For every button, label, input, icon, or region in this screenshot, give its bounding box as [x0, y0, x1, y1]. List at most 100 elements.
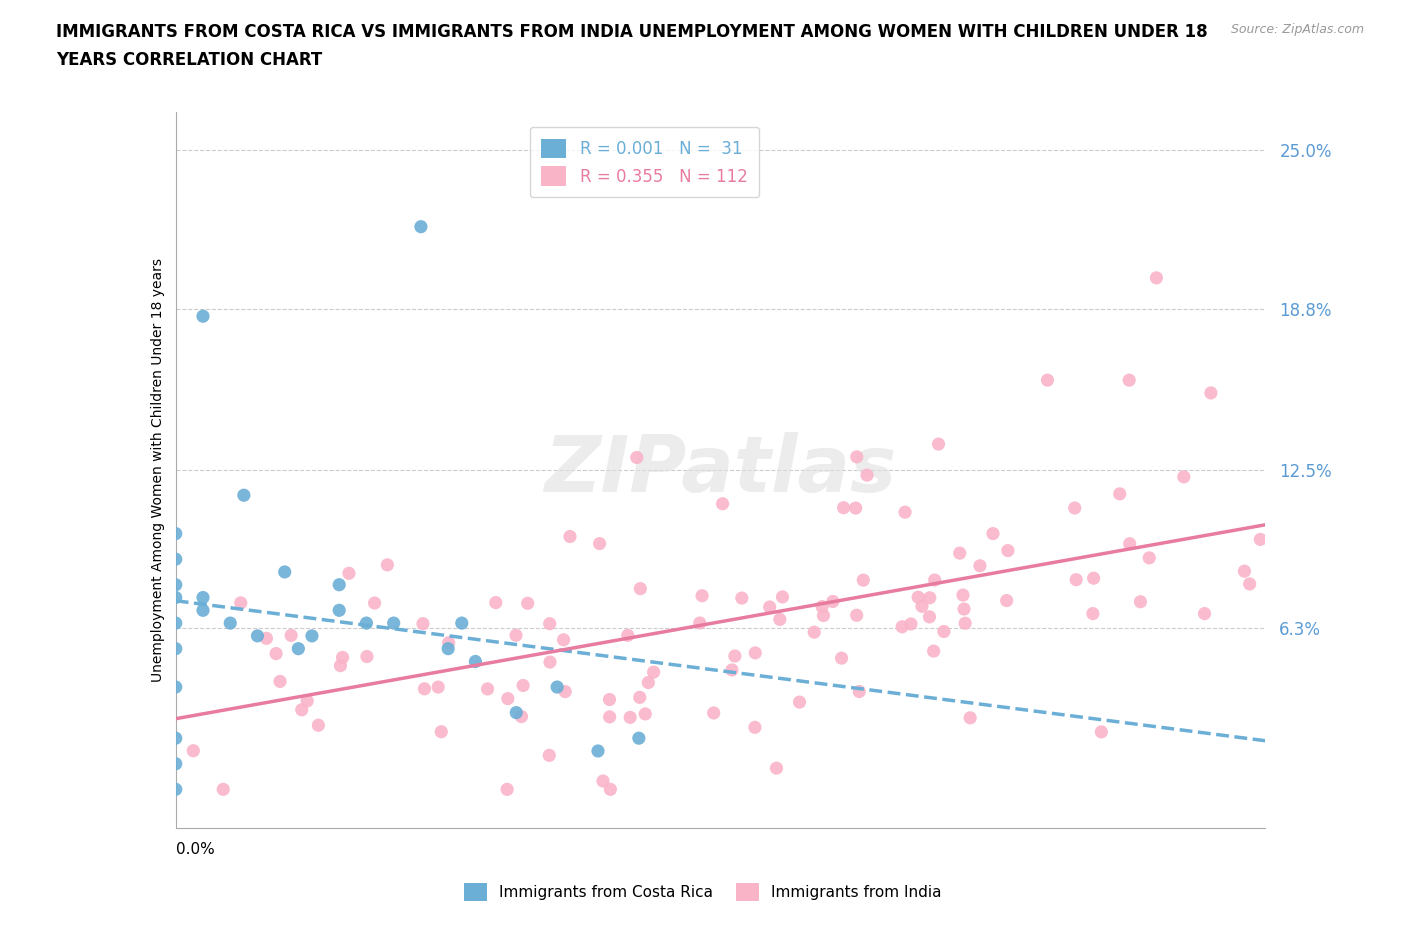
Point [356, 616, 378, 631]
Point [165, 591, 187, 605]
Point [280, 628, 302, 643]
Point [637, 675, 659, 690]
Point [232, 487, 254, 502]
Point [852, 573, 875, 588]
Point [510, 710, 533, 724]
Point [274, 565, 297, 579]
Text: IMMIGRANTS FROM COSTA RICA VS IMMIGRANTS FROM INDIA UNEMPLOYMENT AMONG WOMEN WIT: IMMIGRANTS FROM COSTA RICA VS IMMIGRANTS… [56, 23, 1208, 41]
Point [538, 655, 561, 670]
Point [496, 782, 519, 797]
Point [496, 691, 519, 706]
Point [995, 593, 1018, 608]
Point [165, 578, 187, 592]
Point [1090, 724, 1112, 739]
Point [538, 617, 561, 631]
Point [626, 450, 648, 465]
Y-axis label: Unemployment Among Women with Children Under 18 years: Unemployment Among Women with Children U… [150, 258, 165, 682]
Point [554, 684, 576, 699]
Point [1081, 606, 1104, 621]
Point [505, 705, 527, 720]
Point [689, 616, 711, 631]
Point [1233, 564, 1256, 578]
Point [191, 309, 214, 324]
Point [789, 695, 811, 710]
Point [628, 690, 651, 705]
Point [918, 591, 941, 605]
Point [592, 774, 614, 789]
Point [772, 590, 794, 604]
Point [1173, 470, 1195, 485]
Point [1118, 373, 1140, 388]
Point [932, 624, 955, 639]
Point [900, 617, 922, 631]
Point [229, 595, 252, 610]
Point [329, 658, 352, 673]
Text: 0.0%: 0.0% [176, 842, 215, 857]
Text: ZIPatlas: ZIPatlas [544, 432, 897, 508]
Point [969, 558, 991, 573]
Point [907, 590, 929, 604]
Point [924, 573, 946, 588]
Point [959, 711, 981, 725]
Point [744, 645, 766, 660]
Point [811, 599, 834, 614]
Point [1137, 551, 1160, 565]
Point [413, 682, 436, 697]
Point [332, 650, 354, 665]
Point [382, 616, 405, 631]
Point [165, 616, 187, 631]
Point [894, 505, 917, 520]
Point [953, 616, 976, 631]
Point [450, 616, 472, 631]
Point [412, 617, 434, 631]
Point [337, 565, 360, 580]
Point [758, 600, 780, 615]
Point [599, 782, 621, 797]
Point [430, 724, 453, 739]
Point [588, 536, 610, 551]
Point [546, 680, 568, 695]
Point [307, 718, 329, 733]
Point [516, 596, 538, 611]
Point [295, 694, 318, 709]
Point [1064, 572, 1087, 587]
Point [464, 654, 486, 669]
Point [616, 628, 638, 643]
Point [165, 731, 187, 746]
Point [191, 591, 214, 605]
Text: YEARS CORRELATION CHART: YEARS CORRELATION CHART [56, 51, 322, 69]
Point [427, 680, 450, 695]
Point [1036, 373, 1059, 388]
Point [1199, 386, 1222, 401]
Point [949, 546, 972, 561]
Point [928, 437, 950, 452]
Point [356, 649, 378, 664]
Point [703, 706, 725, 721]
Point [619, 710, 641, 724]
Point [765, 761, 787, 776]
Point [911, 599, 934, 614]
Point [803, 625, 825, 640]
Point [922, 644, 945, 658]
Point [598, 692, 620, 707]
Point [599, 710, 621, 724]
Point [821, 594, 844, 609]
Point [377, 557, 399, 572]
Point [731, 591, 754, 605]
Point [291, 702, 314, 717]
Point [952, 588, 974, 603]
Point [891, 619, 914, 634]
Point [690, 589, 713, 604]
Point [643, 665, 665, 680]
Point [264, 646, 287, 661]
Point [191, 603, 214, 618]
Point [269, 674, 291, 689]
Point [328, 578, 350, 592]
Legend: Immigrants from Costa Rica, Immigrants from India: Immigrants from Costa Rica, Immigrants f… [457, 875, 949, 909]
Point [769, 612, 792, 627]
Point [485, 595, 508, 610]
Point [918, 609, 941, 624]
Point [1063, 500, 1085, 515]
Point [1083, 571, 1105, 586]
Point [363, 595, 385, 610]
